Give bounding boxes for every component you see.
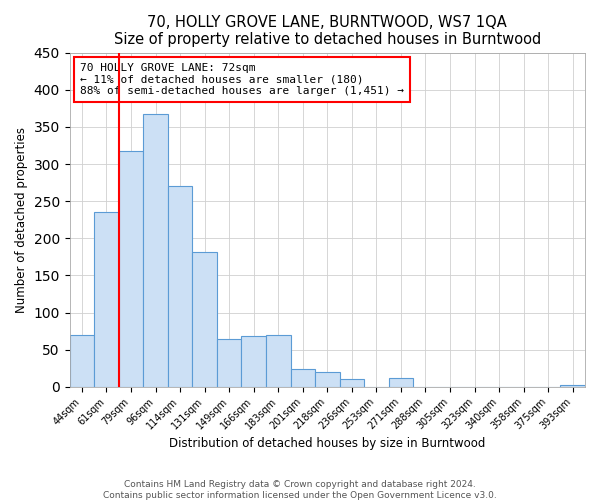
Bar — [217, 338, 241, 387]
Bar — [193, 252, 217, 387]
Bar — [143, 114, 168, 387]
Bar — [389, 378, 413, 387]
Bar — [119, 152, 143, 387]
Bar — [70, 335, 94, 387]
Bar — [290, 369, 315, 387]
Bar — [266, 335, 290, 387]
Text: 70 HOLLY GROVE LANE: 72sqm
← 11% of detached houses are smaller (180)
88% of sem: 70 HOLLY GROVE LANE: 72sqm ← 11% of deta… — [80, 63, 404, 96]
Bar — [315, 372, 340, 387]
Y-axis label: Number of detached properties: Number of detached properties — [15, 127, 28, 313]
Bar — [340, 380, 364, 387]
Bar — [241, 336, 266, 387]
Bar — [560, 386, 585, 387]
Bar — [94, 212, 119, 387]
Text: Contains HM Land Registry data © Crown copyright and database right 2024.
Contai: Contains HM Land Registry data © Crown c… — [103, 480, 497, 500]
Bar — [168, 186, 193, 387]
X-axis label: Distribution of detached houses by size in Burntwood: Distribution of detached houses by size … — [169, 437, 485, 450]
Title: 70, HOLLY GROVE LANE, BURNTWOOD, WS7 1QA
Size of property relative to detached h: 70, HOLLY GROVE LANE, BURNTWOOD, WS7 1QA… — [114, 15, 541, 48]
